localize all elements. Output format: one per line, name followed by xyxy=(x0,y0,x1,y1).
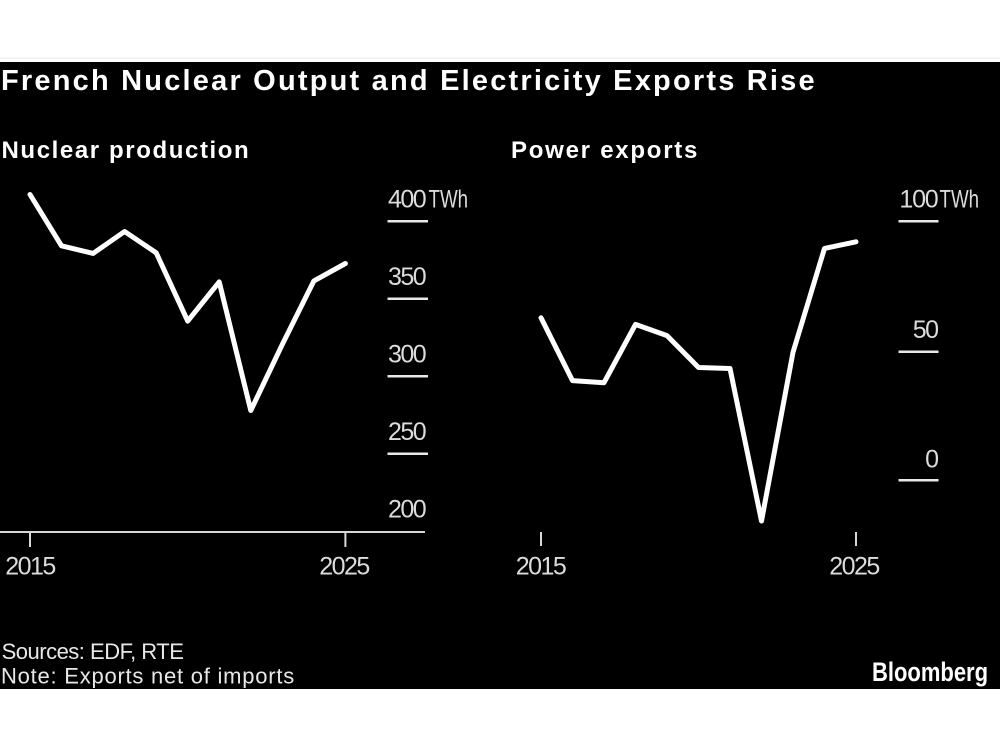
svg-text:Nuclear production: Nuclear production xyxy=(2,137,251,164)
svg-text:2015: 2015 xyxy=(516,552,566,580)
svg-text:250: 250 xyxy=(388,418,426,446)
svg-text:French Nuclear Output and Elec: French Nuclear Output and Electricity Ex… xyxy=(1,65,817,97)
svg-text:350: 350 xyxy=(388,263,426,291)
svg-text:50: 50 xyxy=(913,316,938,344)
svg-text:TWh: TWh xyxy=(429,185,469,213)
svg-text:100: 100 xyxy=(899,186,937,214)
svg-text:0: 0 xyxy=(925,446,938,474)
svg-text:2025: 2025 xyxy=(319,552,369,580)
svg-text:2015: 2015 xyxy=(5,552,55,580)
svg-text:300: 300 xyxy=(388,341,426,369)
svg-text:2025: 2025 xyxy=(829,552,879,580)
svg-text:Bloomberg: Bloomberg xyxy=(872,658,988,688)
svg-text:400: 400 xyxy=(388,186,426,214)
svg-text:Power exports: Power exports xyxy=(511,137,699,164)
svg-text:Sources: EDF, RTE: Sources: EDF, RTE xyxy=(2,639,184,664)
svg-text:TWh: TWh xyxy=(940,185,980,213)
svg-text:Note: Exports net of imports: Note: Exports net of imports xyxy=(1,664,295,689)
svg-text:200: 200 xyxy=(388,496,426,524)
